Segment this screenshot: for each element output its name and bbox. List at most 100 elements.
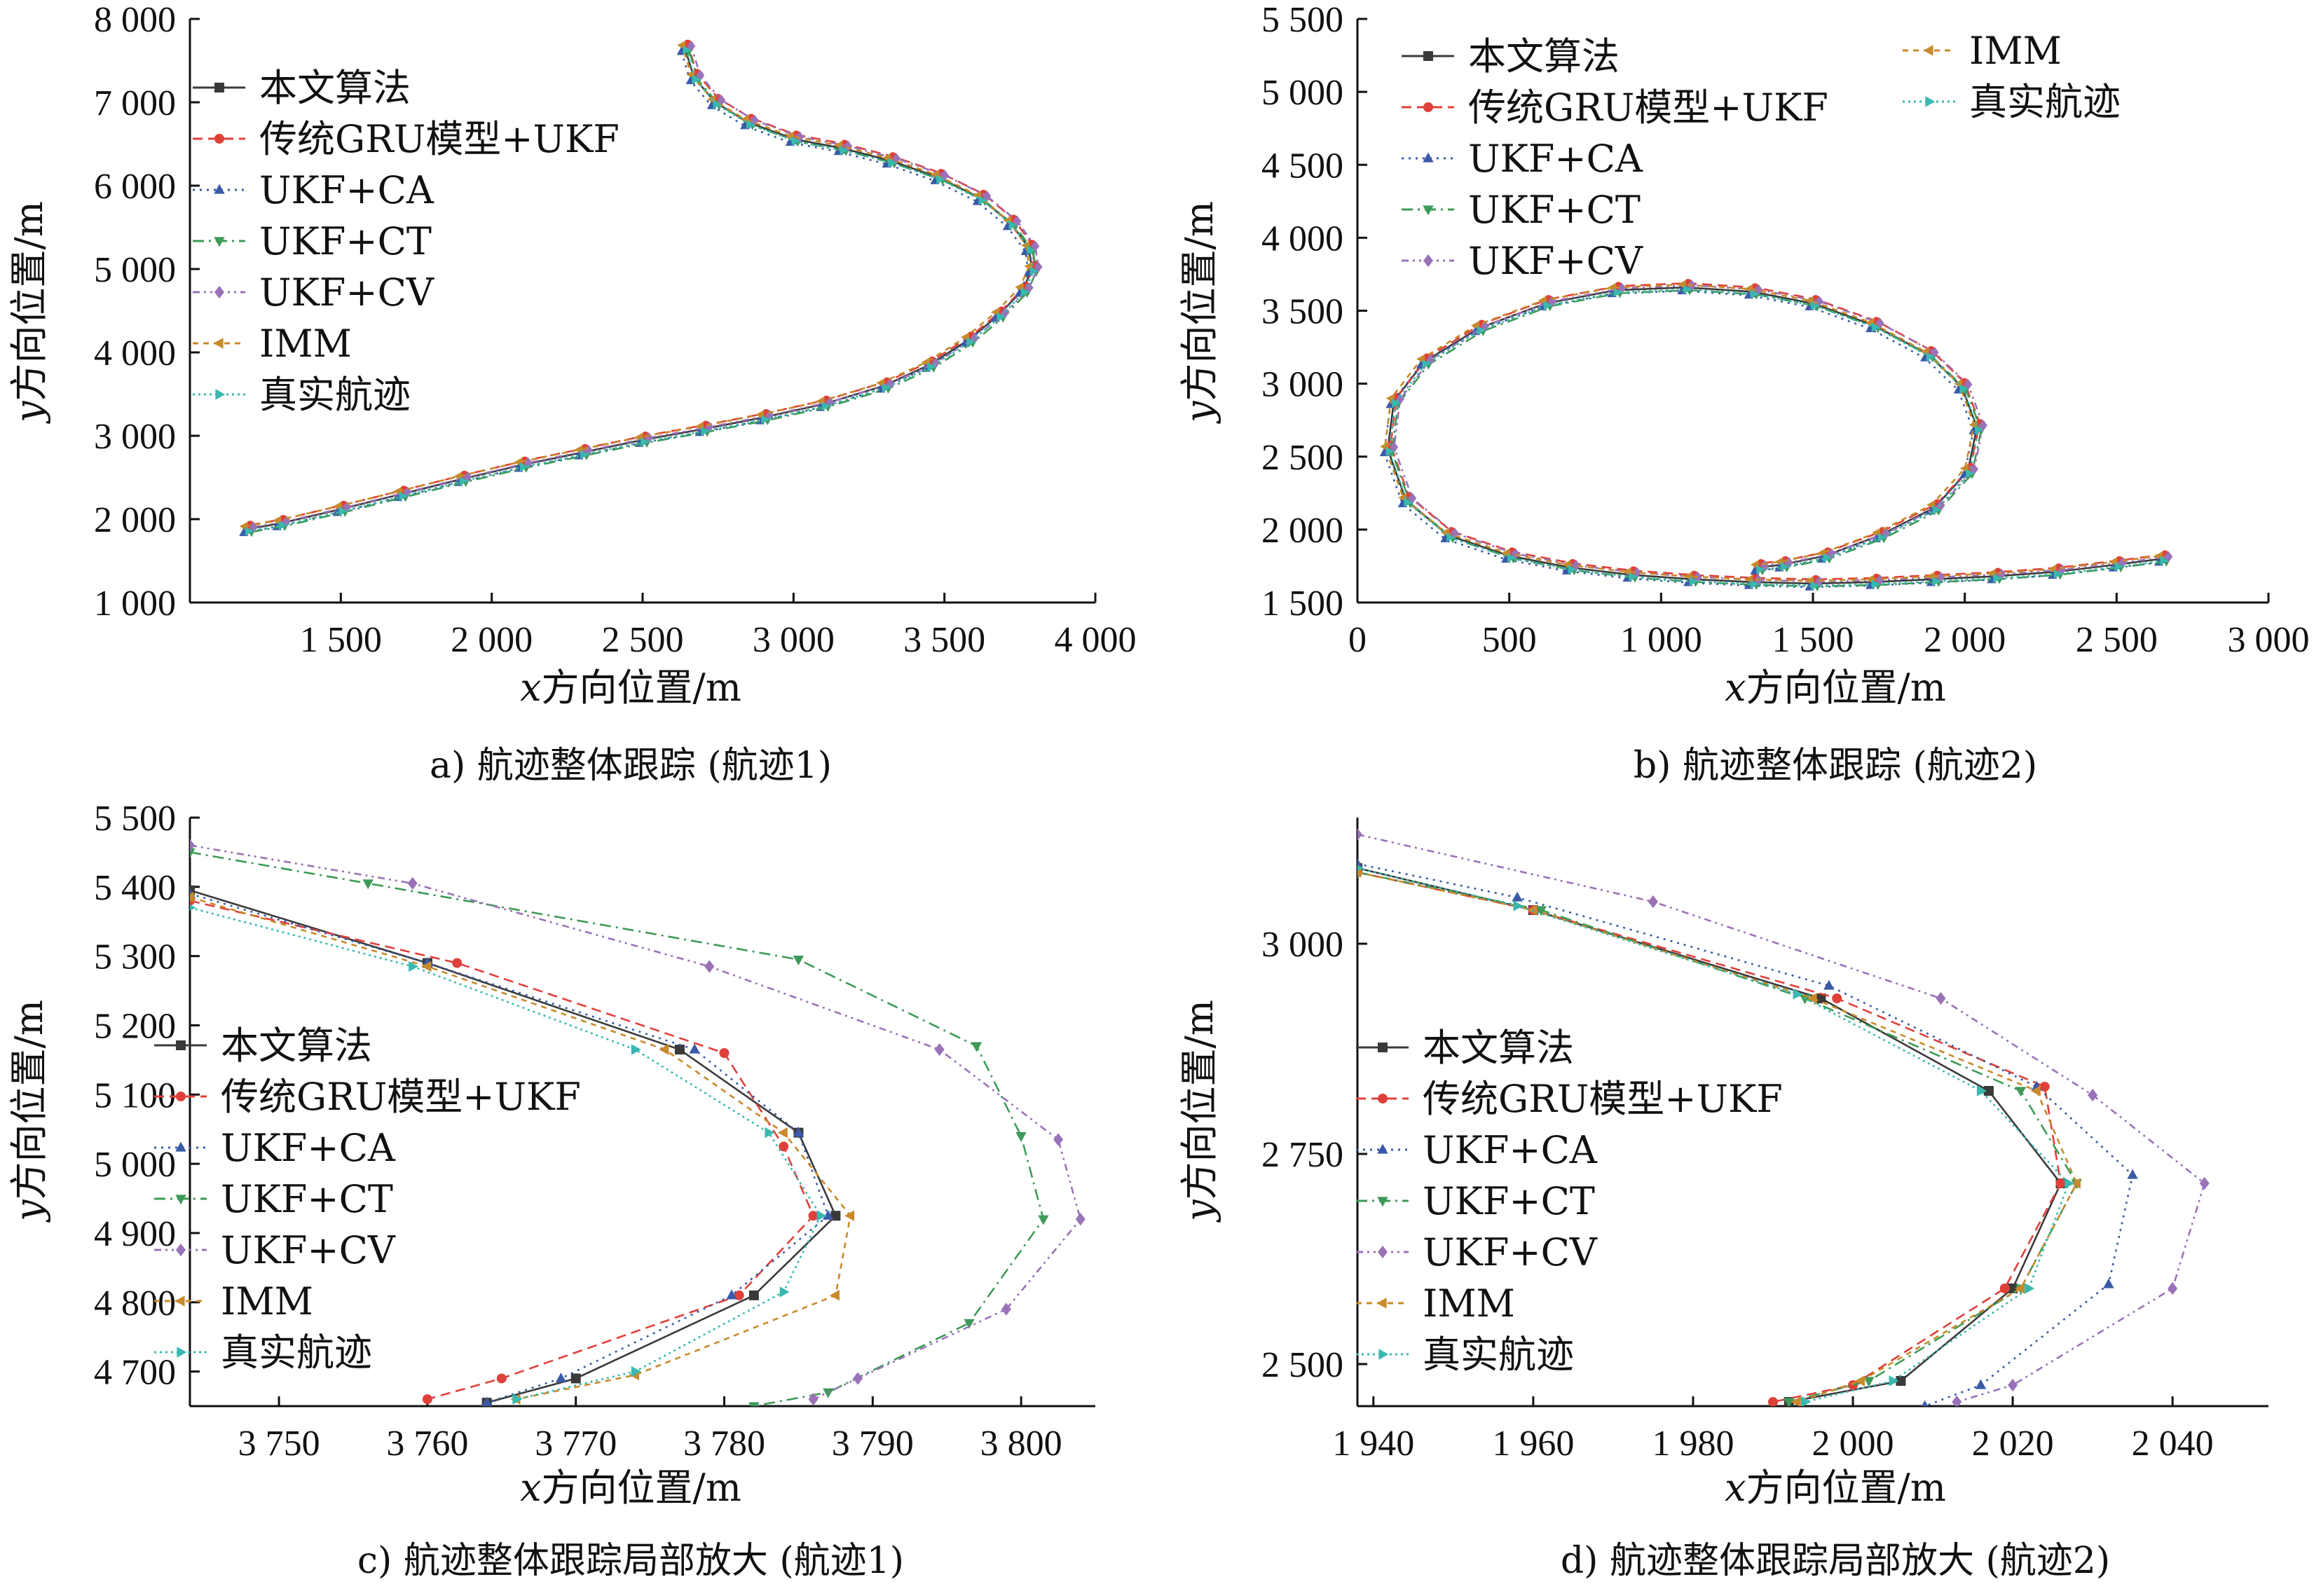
- data-point: [1896, 1376, 1906, 1386]
- y-axis-label-text: 方向位置/m: [7, 201, 51, 401]
- x-tick-label: 3 760: [386, 1424, 468, 1464]
- data-point: [1863, 1377, 1875, 1387]
- legend-label: UKF+CT: [1468, 188, 1641, 232]
- data-point: [1392, 399, 1401, 408]
- data-point: [816, 1210, 827, 1221]
- y-tick-label: 6 000: [94, 167, 176, 207]
- data-point: [761, 415, 770, 425]
- legend-marker: [214, 237, 225, 247]
- legend-label: 真实航迹: [221, 1330, 372, 1375]
- data-point: [1477, 325, 1486, 336]
- data-point: [1932, 505, 1941, 515]
- legend-marker: [175, 1195, 186, 1205]
- legend-marker: [1377, 1143, 1388, 1154]
- data-point: [687, 40, 696, 52]
- legend-item-imm: IMM: [193, 322, 352, 366]
- panel-c: 3 750 3 760 3 770 3 780 3 790 3 800 4 700 4 800…: [7, 799, 1095, 1582]
- legend-label: IMM: [259, 322, 352, 366]
- legend-marker: [1423, 152, 1434, 163]
- y-axis-label-var: y: [1177, 400, 1221, 424]
- data-point: [927, 362, 936, 372]
- legend-item-ukf-ct: UKF+CT: [154, 1177, 393, 1221]
- series-ukf-ct: [1387, 287, 2171, 592]
- y-tick-label: 5 000: [94, 250, 176, 290]
- data-point: [2164, 551, 2173, 563]
- data-point: [765, 1127, 775, 1138]
- legend-label: 本文算法: [259, 66, 411, 110]
- data-point: [1038, 1215, 1049, 1225]
- series-true-track: [245, 46, 1039, 536]
- legend-item-proposed: 本文算法: [154, 1024, 372, 1068]
- data-point: [190, 839, 195, 852]
- data-point: [409, 961, 419, 972]
- y-tick-label: 5 000: [1261, 73, 1343, 113]
- legend-item-ukf-ca: UKF+CA: [193, 168, 434, 212]
- x-tick-label: 3 500: [903, 620, 985, 660]
- data-point: [641, 437, 650, 447]
- data-point: [2055, 1178, 2066, 1188]
- data-point: [1999, 1284, 2010, 1293]
- x-tick-label: 2 500: [2076, 620, 2158, 660]
- data-point: [1617, 282, 1627, 294]
- x-tick-label: 3 780: [683, 1424, 765, 1464]
- data-point: [1629, 572, 1638, 582]
- data-point: [1959, 384, 1969, 394]
- data-point: [1815, 296, 1823, 307]
- legend-label: UKF+CV: [1423, 1230, 1598, 1274]
- data-point: [1357, 827, 1362, 841]
- data-point: [777, 1127, 788, 1138]
- data-point: [934, 1043, 945, 1057]
- data-point: [840, 145, 849, 156]
- y-tick-label: 3 000: [94, 417, 176, 457]
- data-point: [748, 1290, 759, 1300]
- data-point: [1511, 548, 1520, 560]
- legend-label: UKF+CT: [1423, 1179, 1595, 1223]
- data-point: [1513, 900, 1524, 911]
- series-ukf-cv: [1357, 827, 2210, 1406]
- legend-marker: [1378, 1043, 1388, 1052]
- data-point: [1422, 359, 1431, 369]
- y-tick-label: 4 000: [1261, 219, 1343, 259]
- series-ukf-cv: [190, 839, 1086, 1406]
- legend-label: UKF+CA: [259, 168, 434, 212]
- y-tick-label: 4 000: [94, 333, 176, 373]
- data-point: [683, 46, 692, 55]
- y-axis-label-var: y: [1177, 1199, 1221, 1223]
- data-point: [1689, 577, 1698, 586]
- data-point: [1807, 993, 1817, 1004]
- data-point: [1756, 565, 1765, 575]
- x-axis-label-text: 方向位置/m: [542, 1466, 741, 1510]
- data-point: [829, 1290, 840, 1301]
- legend-marker: [175, 1141, 186, 1152]
- series-line-true-track: [248, 50, 1034, 532]
- data-point: [1512, 891, 1523, 902]
- data-point: [971, 332, 980, 343]
- data-point: [719, 1048, 730, 1058]
- data-point: [459, 476, 468, 486]
- x-axis-label: x方向位置/m: [1725, 666, 1946, 710]
- y-tick-label: 2 500: [1261, 438, 1343, 478]
- data-point: [1357, 865, 1364, 872]
- x-tick-label: 2 040: [2132, 1424, 2214, 1464]
- data-point: [971, 1042, 983, 1052]
- legend-label: 传统GRU模型+UKF: [1468, 85, 1828, 130]
- data-point: [1976, 1085, 1987, 1096]
- y-tick-label: 5 000: [94, 1145, 176, 1185]
- legend-label: UKF+CV: [259, 270, 434, 315]
- legend-marker: [176, 1243, 186, 1257]
- data-point: [1001, 1302, 1011, 1316]
- x-tick-label: 1 980: [1652, 1424, 1734, 1464]
- x-axis-label-text: 方向位置/m: [542, 666, 741, 710]
- legend-item-imm: IMM: [1903, 29, 2062, 73]
- panel-caption: c) 航迹整体跟踪局部放大 (航迹1): [357, 1540, 904, 1582]
- data-point: [882, 383, 891, 393]
- data-point: [519, 462, 528, 472]
- x-axis-label: x方向位置/m: [520, 666, 741, 710]
- data-point: [245, 526, 254, 536]
- data-point: [1784, 1398, 1795, 1406]
- data-point: [2039, 1082, 2050, 1092]
- legend-marker: [214, 184, 225, 194]
- data-point: [1633, 567, 1641, 579]
- y-axis-label-var: y: [7, 400, 51, 424]
